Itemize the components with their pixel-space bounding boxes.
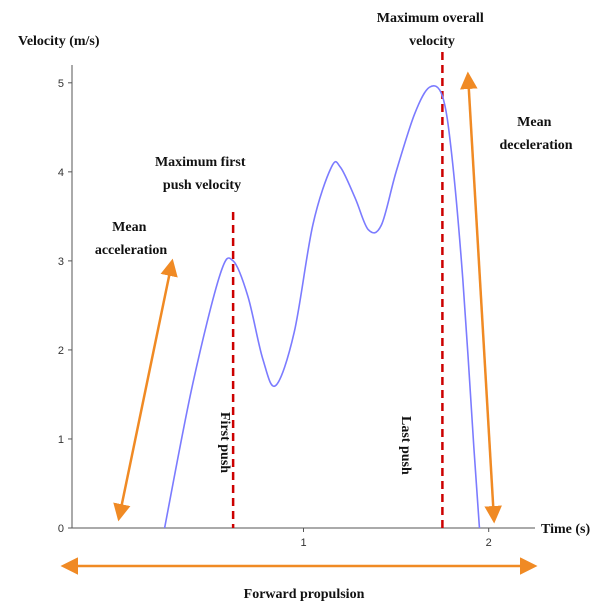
max-overall-line2: velocity bbox=[409, 34, 455, 49]
x-tick-label: 1 bbox=[300, 537, 306, 549]
last-push-label: Last push bbox=[398, 416, 413, 475]
mean-dec-annotation: Mean deceleration bbox=[499, 115, 572, 153]
y-tick-label: 5 bbox=[58, 78, 64, 90]
y-ticks: 0 1 2 3 4 5 bbox=[58, 78, 72, 535]
y-tick-label: 4 bbox=[58, 167, 64, 179]
first-push-label: First push bbox=[217, 412, 232, 473]
mean-dec-line2: deceleration bbox=[499, 138, 572, 153]
x-tick-label: 2 bbox=[486, 537, 492, 549]
max-first-line1: Maximum first bbox=[155, 155, 246, 170]
max-first-annotation: Maximum first push velocity bbox=[155, 155, 249, 193]
max-first-line2: push velocity bbox=[163, 178, 241, 193]
mean-dec-line1: Mean bbox=[517, 115, 551, 130]
mean-acc-annotation: Mean acceleration bbox=[95, 220, 168, 258]
y-tick-label: 2 bbox=[58, 345, 64, 357]
mean-acc-line2: acceleration bbox=[95, 243, 168, 258]
mean-acceleration-arrow bbox=[113, 258, 178, 522]
y-tick-label: 1 bbox=[58, 434, 64, 446]
velocity-curve bbox=[163, 85, 481, 529]
max-overall-line1: Maximum overall bbox=[377, 11, 484, 26]
mean-acc-line1: Mean bbox=[112, 220, 146, 235]
y-tick-label: 0 bbox=[58, 523, 64, 535]
y-axis-label: Velocity (m/s) bbox=[18, 34, 100, 49]
max-overall-annotation: Maximum overall velocity bbox=[377, 11, 487, 49]
mean-deceleration-arrow bbox=[460, 71, 502, 524]
x-axis-label: Time (s) bbox=[541, 522, 590, 537]
forward-propulsion-label: Forward propulsion bbox=[244, 587, 365, 602]
y-tick-label: 3 bbox=[58, 256, 64, 268]
